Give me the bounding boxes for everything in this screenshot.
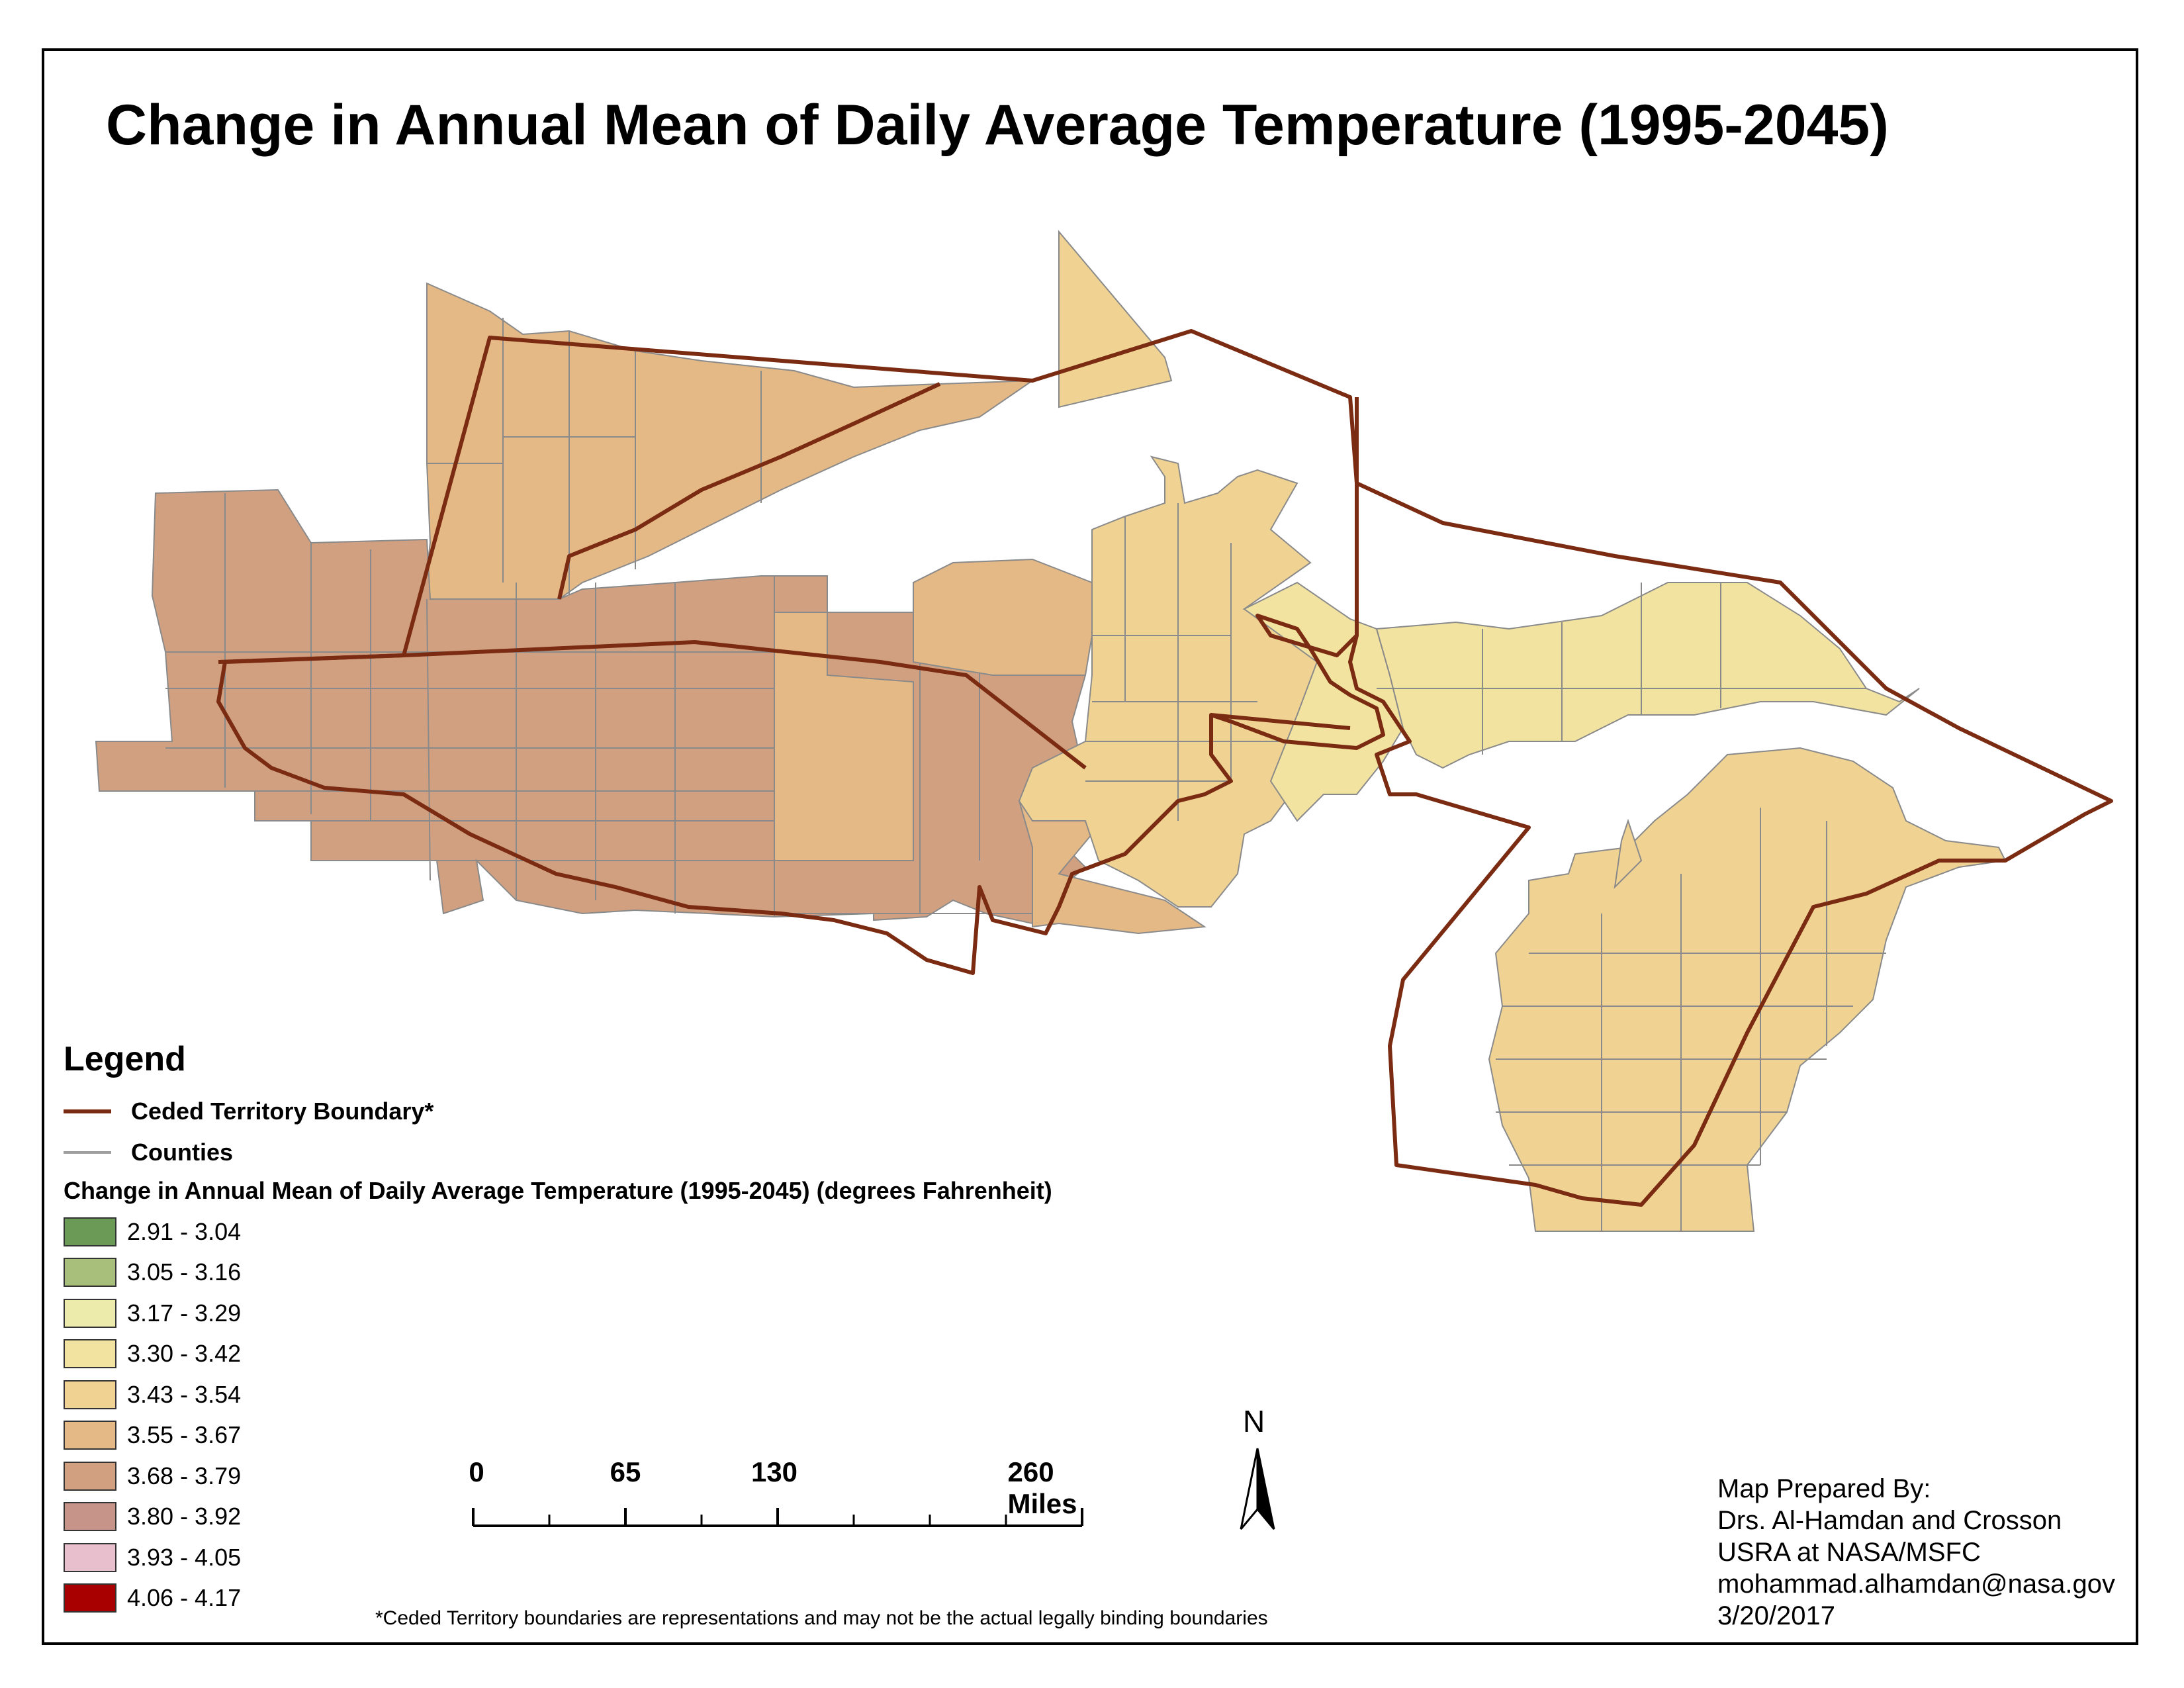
legend-label-counties: Counties <box>131 1139 234 1166</box>
legend-class-row: 3.68 - 3.79 <box>64 1456 1321 1497</box>
legend-class-label: 2.91 - 3.04 <box>127 1217 242 1245</box>
legend-class-label: 3.80 - 3.92 <box>127 1503 242 1530</box>
legend-class-row: 3.93 - 4.05 <box>64 1537 1321 1578</box>
legend-class-swatch <box>64 1258 116 1288</box>
legend-class-swatch <box>64 1542 116 1572</box>
scale-label-0: 0 <box>469 1456 484 1487</box>
legend-item-counties: Counties <box>64 1132 1321 1173</box>
counties-swatch <box>64 1151 111 1154</box>
legend-class-row: 3.05 - 3.16 <box>64 1252 1321 1293</box>
legend-class-label: 3.05 - 3.16 <box>127 1258 242 1286</box>
credits-date: 3/20/2017 <box>1717 1601 1835 1630</box>
legend-class-row: 3.55 - 3.67 <box>64 1415 1321 1456</box>
legend-class-label: 3.93 - 4.05 <box>127 1543 242 1571</box>
legend-class-row: 3.80 - 3.92 <box>64 1497 1321 1538</box>
scale-label-260: 260 Miles <box>1007 1456 1077 1519</box>
region-upper-peninsula-east <box>1243 581 1920 822</box>
scale-bar-graphic <box>472 1508 1083 1527</box>
legend-class-swatch <box>64 1339 116 1369</box>
region-lower-michigan <box>1488 747 2007 1232</box>
credits: Map Prepared By: Drs. Al-Hamdan and Cros… <box>1717 1473 2115 1632</box>
ceded-boundary-swatch <box>64 1109 111 1113</box>
legend-class-label: 3.68 - 3.79 <box>127 1462 242 1489</box>
legend-title: Legend <box>64 1040 186 1078</box>
legend-item-ceded-boundary: Ceded Territory Boundary* <box>64 1091 1321 1132</box>
ceded-territory-boundary <box>216 329 2113 1207</box>
region-minnesota-arrowhead <box>422 282 1035 600</box>
credits-line-2: Drs. Al-Hamdan and Crosson <box>1717 1506 2062 1535</box>
legend-class-swatch <box>64 1421 116 1450</box>
legend-class-row: 2.91 - 3.04 <box>64 1211 1321 1252</box>
legend-class-swatch <box>64 1502 116 1532</box>
legend-scale-title: Change in Annual Mean of Daily Average T… <box>64 1177 1052 1204</box>
legend-class-row: 3.30 - 3.42 <box>64 1334 1321 1375</box>
map-frame <box>42 48 2138 1645</box>
legend-class-label: 4.06 - 4.17 <box>127 1584 242 1612</box>
credits-email: mohammad.alhamdan@nasa.gov <box>1717 1570 2115 1599</box>
north-arrow-icon <box>1240 1448 1275 1530</box>
credits-line-1: Map Prepared By: <box>1717 1474 1931 1503</box>
north-label: N <box>1243 1404 1265 1438</box>
legend-class-label: 3.55 - 3.67 <box>127 1421 242 1449</box>
legend-class-row: 4.06 - 4.17 <box>64 1578 1321 1619</box>
map-title: Change in Annual Mean of Daily Average T… <box>106 93 1889 157</box>
legend-class-swatch <box>64 1217 116 1246</box>
legend-class-row: 3.43 - 3.54 <box>64 1374 1321 1415</box>
legend-class-swatch <box>64 1380 116 1409</box>
scale-bar: 0 65 130 260 Miles <box>463 1456 1085 1549</box>
footnote: *Ceded Territory boundaries are represen… <box>375 1607 1268 1629</box>
region-upper-peninsula-west <box>1018 230 1318 908</box>
legend-class-row: 3.17 - 3.29 <box>64 1293 1321 1334</box>
legend-class-label: 3.30 - 3.42 <box>127 1340 242 1368</box>
legend: Legend Ceded Territory Boundary* Countie… <box>64 1039 1321 1618</box>
legend-class-label: 3.43 - 3.54 <box>127 1380 242 1408</box>
legend-class-swatch <box>64 1461 116 1491</box>
scale-label-130: 130 <box>751 1456 798 1487</box>
legend-class-swatch <box>64 1583 116 1613</box>
legend-classes: 2.91 - 3.04 3.05 - 3.16 3.17 - 3.29 3.30 - … <box>64 1211 1321 1618</box>
scale-label-65: 65 <box>610 1456 641 1487</box>
legend-label-ceded-boundary: Ceded Territory Boundary* <box>131 1098 434 1125</box>
legend-class-swatch <box>64 1298 116 1328</box>
credits-line-3: USRA at NASA/MSFC <box>1717 1538 1981 1567</box>
legend-class-label: 3.17 - 3.29 <box>127 1299 242 1327</box>
